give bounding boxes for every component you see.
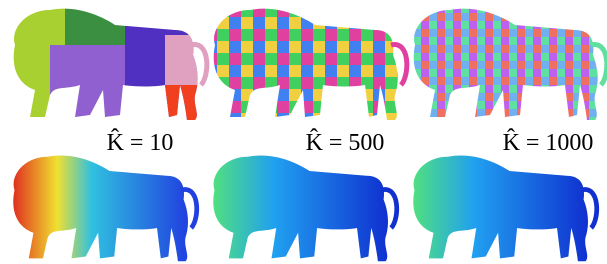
- label: K̂ = 10: [107, 128, 174, 156]
- lion-error-10: [13, 155, 196, 261]
- lion-error-500: [213, 155, 396, 261]
- lion-mosaic-500: [214, 9, 407, 120]
- lion-mosaic-1000: [414, 9, 607, 120]
- lion-error-1000: [413, 155, 596, 261]
- label: K̂ = 1000: [503, 128, 594, 156]
- label: K̂ = 500: [306, 128, 385, 156]
- figure: K̂ = 10 K̂ = 500 K̂ = 1000: [0, 0, 607, 264]
- lion-segmentation: [5, 5, 207, 125]
